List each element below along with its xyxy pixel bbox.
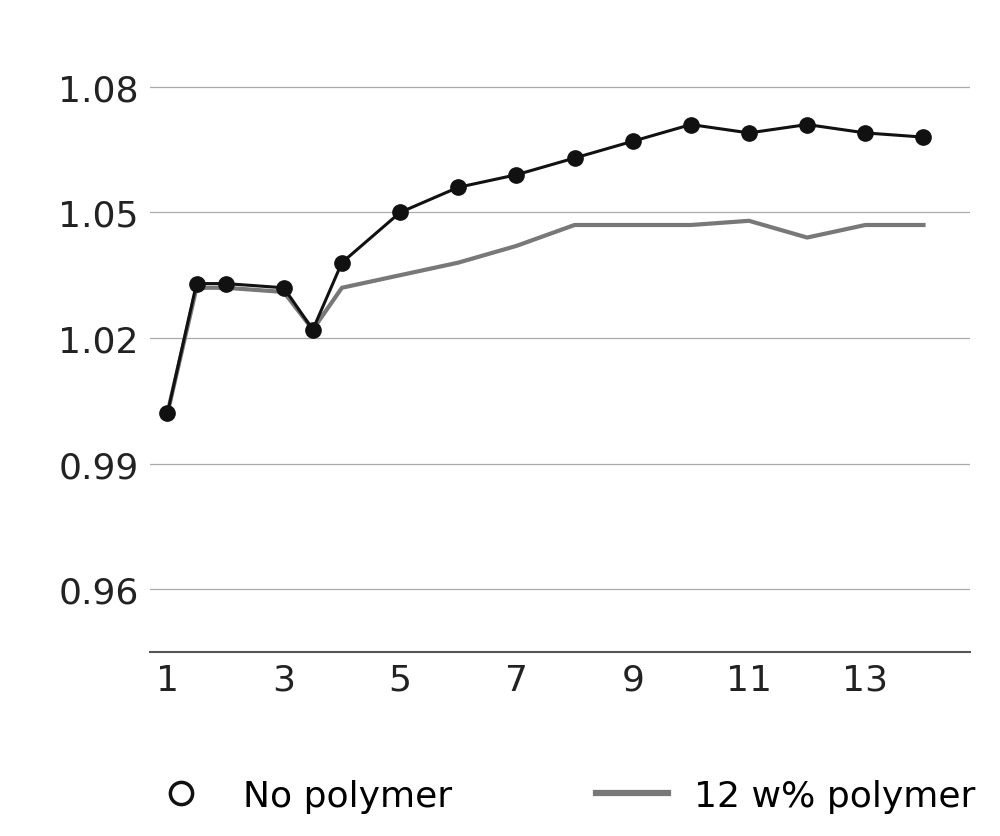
Legend: No polymer, 12 w% polymer: No polymer, 12 w% polymer: [131, 764, 989, 827]
